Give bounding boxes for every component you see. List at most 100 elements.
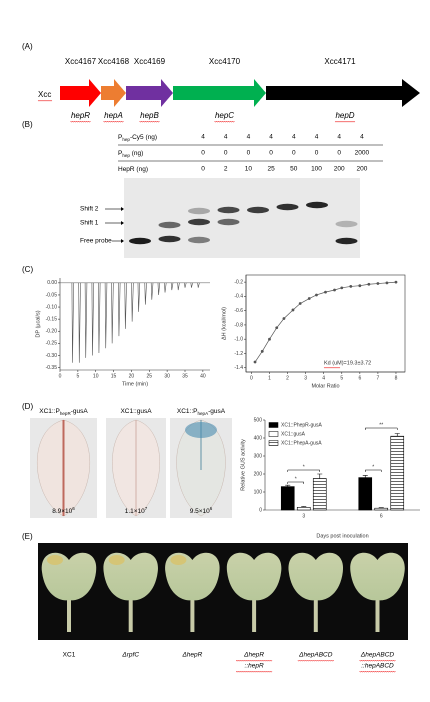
- table-cell: 4: [269, 134, 273, 141]
- gel-band: [188, 207, 210, 215]
- gel-band: [188, 218, 210, 226]
- table-cell: 200: [356, 166, 367, 173]
- lesion: [170, 555, 187, 565]
- spell-underline: [235, 670, 273, 673]
- data-point: [376, 282, 380, 285]
- row-label-rest: (ng): [130, 150, 143, 157]
- significance-label: *: [372, 464, 374, 470]
- x-tick-label: 25: [147, 373, 153, 379]
- row-label-sub: hep: [122, 153, 130, 158]
- bar: [280, 486, 295, 511]
- x-tick-label: 1: [268, 375, 271, 381]
- injection-peak: [118, 282, 121, 337]
- legend-label: XC1::PhepR-gusA: [281, 422, 323, 428]
- panel-label: (A): [22, 42, 33, 51]
- x-tick-label: 7: [377, 375, 380, 381]
- table-cell: 2000: [355, 150, 370, 157]
- table-cell: 4: [337, 134, 341, 141]
- injection-peak: [91, 282, 94, 356]
- gel-band: [158, 221, 181, 229]
- cfu-base: 1.1×10: [125, 508, 145, 515]
- data-point: [349, 285, 353, 288]
- gene-id: Xcc4170: [209, 57, 241, 66]
- injection-peak: [164, 282, 167, 293]
- table-cell: 4: [201, 134, 205, 141]
- significance-bracket: [365, 427, 398, 430]
- gene-id: Xcc4168: [98, 57, 130, 66]
- x-tick-label: 2: [286, 375, 289, 381]
- x-tick-label: 6: [380, 513, 383, 519]
- y-tick-label: -0.6: [234, 308, 243, 314]
- plot-frame: [245, 274, 406, 373]
- gene-arrow: [60, 79, 101, 107]
- x-tick-label: 4: [322, 375, 325, 381]
- leaf-label: XC1::PhepA-gusA: [177, 408, 226, 416]
- injection-peak: [190, 282, 193, 288]
- band-label: Shift 2: [80, 206, 99, 213]
- organism-label: Xcc: [38, 90, 51, 99]
- significance-label: *: [303, 464, 305, 470]
- legend-swatch: [268, 440, 279, 446]
- significance-bracket: [287, 481, 304, 484]
- data-point: [275, 326, 279, 330]
- gene-arrow: [126, 79, 173, 107]
- spell-underline: [334, 120, 356, 123]
- data-point: [291, 308, 295, 312]
- strain-label: XC1: [63, 652, 76, 659]
- spell-underline: [37, 99, 53, 102]
- gene-arrow: [266, 79, 420, 107]
- x-tick-label: 3: [304, 375, 307, 381]
- table-cell: 0: [247, 150, 251, 157]
- table-cell: 4: [247, 134, 251, 141]
- y-tick-label: -0.20: [46, 329, 58, 335]
- x-axis-label: Molar Ratio: [311, 383, 339, 389]
- lesion: [108, 555, 125, 565]
- cfu-exp: 6: [210, 506, 213, 511]
- gel-band: [129, 237, 151, 245]
- error-bar: [285, 484, 291, 487]
- strain-label: ΔrpfC: [121, 652, 139, 659]
- injection-peak: [197, 282, 200, 288]
- x-tick-label: 15: [111, 373, 117, 379]
- panel-label: (C): [22, 265, 33, 274]
- data-point: [260, 349, 264, 353]
- leaf-label-sub: hepR: [60, 411, 72, 416]
- y-tick-label: -0.35: [46, 365, 58, 371]
- table-cell: 0: [201, 150, 205, 157]
- y-tick-label: -0.10: [46, 304, 58, 310]
- cfu-exp: 7: [145, 506, 148, 511]
- leaf-label-main: XC1::P: [177, 408, 198, 415]
- fit-line: [254, 281, 396, 363]
- table-cell: 0: [224, 150, 228, 157]
- spell-underline: [214, 120, 235, 123]
- panel-label: (D): [22, 402, 33, 411]
- x-tick-label: 20: [129, 373, 135, 379]
- x-tick-label: 10: [93, 373, 99, 379]
- injection-peak: [177, 282, 180, 291]
- injection-peak: [157, 282, 161, 295]
- legend-swatch: [268, 431, 279, 437]
- gene-arrow: [173, 79, 266, 107]
- gene-name: hepA: [104, 111, 123, 120]
- table-cell: 10: [245, 166, 253, 173]
- band-arrow-head: [121, 239, 124, 243]
- panel-label: (B): [22, 120, 33, 129]
- bar: [358, 477, 373, 511]
- y-tick-label: 200: [254, 471, 263, 477]
- strain-label: ::hepABCD: [361, 663, 394, 670]
- strain-label: ΔhepR: [243, 652, 264, 659]
- y-tick-label: -0.30: [46, 353, 58, 359]
- spell-underline: [103, 120, 124, 123]
- leaf-label-sub: hepA: [197, 411, 209, 416]
- cfu-exp: 6: [72, 506, 75, 511]
- data-point: [394, 280, 398, 284]
- y-tick-label: 0.00: [47, 280, 57, 286]
- table-cell: 200: [334, 166, 345, 173]
- cfu-base: 9.5×10: [190, 508, 210, 515]
- injection-peak: [104, 282, 108, 349]
- injection-peak: [124, 282, 127, 329]
- band-arrow-head: [121, 207, 124, 211]
- gene-id: Xcc4169: [134, 57, 166, 66]
- y-tick-label: 500: [254, 417, 263, 423]
- gene-id: Xcc4167: [65, 57, 97, 66]
